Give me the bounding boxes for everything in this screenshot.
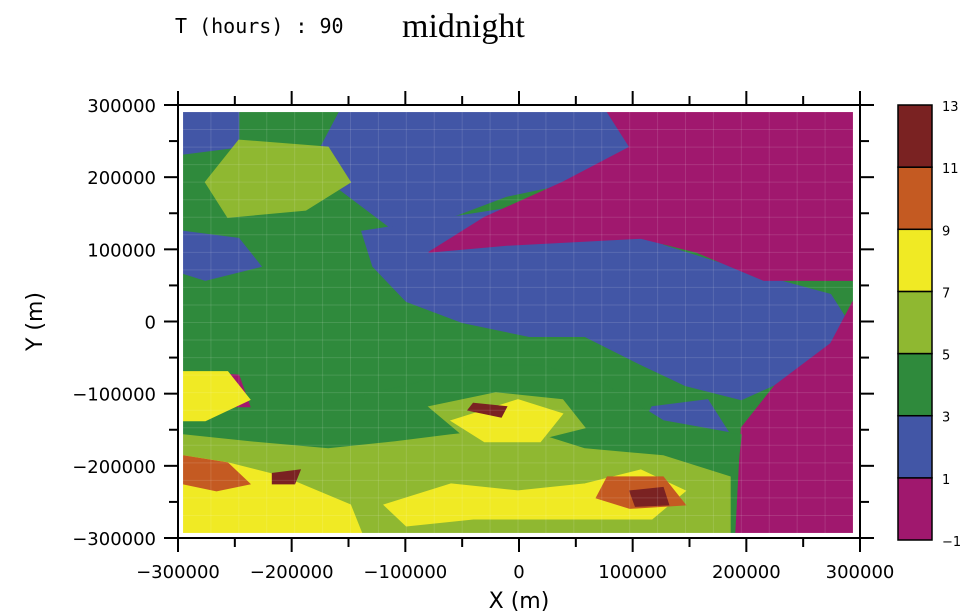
colorbar-label: 3 (942, 411, 950, 426)
contour-region-19 (629, 486, 670, 507)
y-tick-label: 0 (145, 313, 156, 334)
x-axis: −300000 −200000 −100000 0 100000 200000 300000 (136, 91, 894, 583)
contour-region-20 (271, 469, 302, 485)
colorbar-label: 7 (942, 286, 950, 301)
x-tick-label: 200000 (712, 562, 781, 583)
colorbar-label: 11 (942, 162, 959, 177)
y-axis-label: Y (m) (23, 292, 48, 352)
y-tick-label: 200000 (87, 168, 156, 189)
time-label: T (hours) : 90 (175, 14, 344, 38)
contour-region-18 (466, 402, 508, 418)
colorbar-swatch-4 (897, 228, 933, 293)
colorbar-label: 13 (942, 100, 959, 115)
colorbar-swatch-6 (897, 104, 933, 168)
x-axis-label: X (m) (489, 589, 550, 614)
x-tick-label: 100000 (598, 562, 667, 583)
y-tick-label: 300000 (87, 96, 156, 117)
x-tick-label: 0 (513, 562, 524, 583)
colorbar-label: 1 (942, 473, 950, 488)
chart-subtitle: midnight (402, 8, 525, 45)
y-tick-label: −100000 (72, 385, 156, 406)
x-tick-label: −300000 (136, 562, 220, 583)
colorbar-swatch-5 (897, 166, 933, 231)
contour-region-2 (183, 230, 263, 281)
contour-regions (183, 112, 853, 533)
contour-region-6 (735, 301, 853, 533)
x-tick-label: −100000 (363, 562, 447, 583)
contour-region-14 (449, 399, 564, 443)
colorbar-label: 9 (942, 224, 950, 239)
y-tick-label: −200000 (72, 457, 156, 478)
contour-region-10 (204, 139, 352, 218)
colorbar-swatch-1 (897, 414, 933, 479)
y-tick-label: −300000 (72, 529, 156, 550)
colorbar-swatch-3 (897, 290, 933, 355)
y-axis: −300000 −200000 −100000 0 100000 200000 300000 (72, 96, 874, 550)
contour-region-13 (183, 371, 251, 422)
y-tick-label: 100000 (87, 240, 156, 261)
colorbar-label: −1 (942, 535, 961, 550)
contour-region-16 (183, 455, 252, 492)
contour-region-5 (428, 112, 853, 281)
x-tick-label: 300000 (826, 562, 895, 583)
colorbar-label: 5 (942, 349, 950, 364)
x-tick-label: −200000 (250, 562, 334, 583)
colorbar-swatch-2 (897, 352, 933, 417)
grid-lines (183, 112, 853, 533)
colorbar-swatch-0 (897, 477, 933, 541)
